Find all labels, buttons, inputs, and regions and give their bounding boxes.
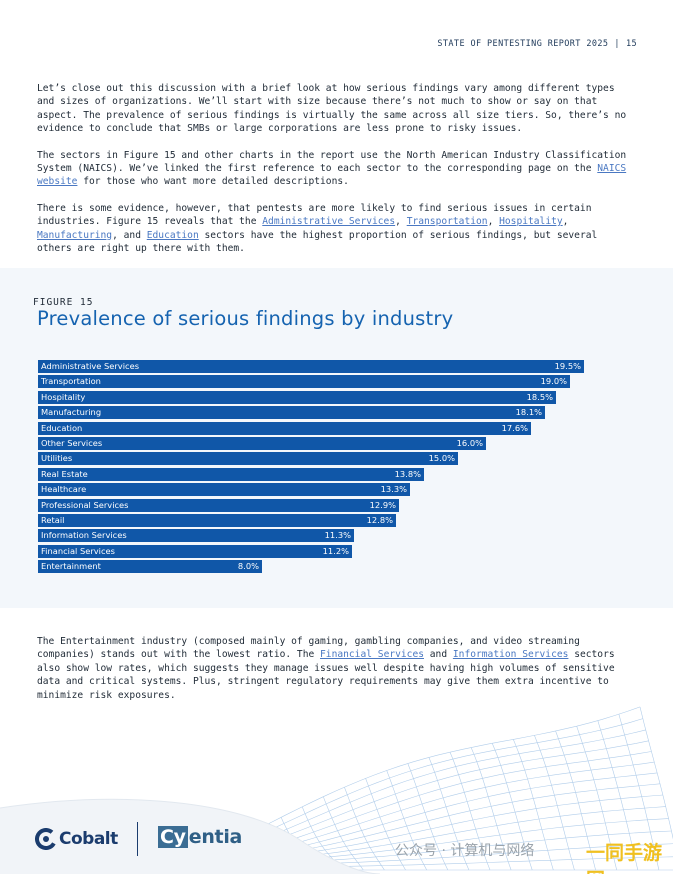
- separator: ,: [562, 216, 569, 228]
- bar-row: Healthcare 13.3%: [38, 483, 410, 497]
- paragraph-2-text: The sectors in Figure 15 and other chart…: [37, 149, 627, 175]
- bar-category-label: Retail: [41, 515, 65, 525]
- bar-category-label: Administrative Services: [41, 361, 140, 371]
- running-header: STATE OF PENTESTING REPORT 2025 | 15: [437, 39, 637, 49]
- watermark-site: 一同手游网: [586, 842, 663, 874]
- industry-bar-chart: Administrative Services 19.5% Transportati…: [38, 360, 598, 576]
- bar-category-label: Real Estate: [41, 468, 88, 479]
- bar: [38, 375, 570, 389]
- bar-row: Administrative Services 19.5%: [38, 360, 584, 373]
- bar: [38, 544, 352, 558]
- manufacturing-link[interactable]: Manufacturing: [37, 229, 113, 241]
- bar: [38, 560, 262, 574]
- figure-label: FIGURE 15: [33, 297, 94, 308]
- separator: ,: [487, 216, 500, 228]
- bar-row: Utilities 15.0%: [38, 452, 458, 466]
- bar-row: Information Services 11.3%: [38, 529, 354, 543]
- bar: [38, 421, 531, 435]
- bar: [38, 483, 410, 497]
- administrative-services-link[interactable]: Administrative Services: [262, 216, 396, 228]
- bar-row: Hospitality 18.5%: [38, 390, 556, 404]
- paragraph-3-text: There is some evidence, however, that pe…: [37, 202, 592, 228]
- bar-row: Education 17.6%: [38, 421, 531, 435]
- naics-website-link[interactable]: NAICS website: [37, 163, 627, 188]
- bar-row: Professional Services 12.9%: [38, 498, 399, 512]
- bar-value-label: 19.5%: [554, 361, 581, 371]
- bar-value-label: 12.9%: [369, 499, 396, 510]
- paragraph-2-text-end: for those who want more detailed descrip…: [77, 176, 349, 188]
- figure-title: Prevalence of serious findings by indust…: [37, 307, 454, 330]
- bar-category-label: Entertainment: [41, 561, 101, 572]
- bar-category-label: Information Services: [41, 530, 127, 541]
- education-link[interactable]: Education: [146, 229, 199, 241]
- bar-row: Other Services 16.0%: [38, 437, 486, 450]
- bar-row: Retail 12.8%: [38, 514, 396, 527]
- bar-row: Real Estate 13.8%: [38, 467, 424, 481]
- bar-category-label: Education: [41, 422, 83, 433]
- bar-value-label: 11.2%: [322, 545, 349, 556]
- bar: [38, 514, 396, 527]
- bar-row: Manufacturing 18.1%: [38, 406, 545, 420]
- bar: [38, 452, 458, 466]
- bar: [38, 467, 424, 481]
- information-services-link[interactable]: Information Services: [452, 649, 569, 661]
- bar-value-label: 8.0%: [237, 561, 259, 572]
- bar: [38, 390, 556, 404]
- bar-category-label: Professional Services: [41, 499, 129, 510]
- paragraph-4-text: The Entertainment industry (composed mai…: [37, 636, 580, 661]
- transportation-link[interactable]: Transportation: [406, 216, 488, 228]
- bar-value-label: 16.0%: [456, 438, 483, 448]
- paragraph-2: The sectors in Figure 15 and other chart…: [37, 149, 629, 189]
- bar-value-label: 19.0%: [540, 376, 567, 387]
- bar-value-label: 18.1%: [515, 407, 542, 418]
- bar-category-label: Healthcare: [41, 484, 87, 495]
- header-separator: |: [614, 39, 620, 49]
- report-title: STATE OF PENTESTING REPORT 2025: [437, 39, 609, 49]
- cyentia-logo: Cy entia: [158, 826, 242, 848]
- hospitality-link[interactable]: Hospitality: [499, 216, 563, 228]
- bar: [38, 437, 486, 450]
- paragraph-3-text-end: sectors have the highest proportion of s…: [37, 229, 598, 255]
- paragraph-4-text-mid: and: [424, 649, 453, 661]
- bar-category-label: Transportation: [41, 376, 101, 387]
- bar-value-label: 17.6%: [501, 422, 528, 433]
- page-number: 15: [625, 39, 637, 49]
- cyentia-logo-text: entia: [188, 826, 243, 848]
- bar-value-label: 18.5%: [526, 391, 553, 402]
- cobalt-logo: Cobalt: [35, 828, 118, 850]
- bar-category-label: Other Services: [41, 438, 103, 448]
- bar-row: Transportation 19.0%: [38, 375, 570, 389]
- bar-category-label: Hospitality: [41, 391, 86, 402]
- separator: , and: [112, 229, 147, 241]
- paragraph-1: Let’s close out this discussion with a b…: [37, 83, 627, 135]
- bar-row: Financial Services 11.2%: [38, 544, 352, 558]
- intro-text: Let’s close out this discussion with a b…: [37, 82, 629, 268]
- bar-category-label: Manufacturing: [41, 407, 102, 418]
- paragraph-3: There is some evidence, however, that pe…: [37, 202, 629, 256]
- cobalt-logo-text: Cobalt: [59, 829, 118, 849]
- bar: [38, 360, 584, 373]
- bar-value-label: 12.8%: [366, 515, 393, 525]
- bar-value-label: 13.8%: [394, 468, 421, 479]
- closing-text: The Entertainment industry (composed mai…: [37, 635, 629, 715]
- bar-value-label: 11.3%: [324, 530, 351, 541]
- bar: [38, 529, 354, 543]
- bar-category-label: Utilities: [41, 453, 73, 464]
- cyentia-logo-mark: Cy: [158, 826, 188, 848]
- logo-divider: [137, 822, 138, 856]
- watermark: 公众号 · 计算机与网络: [395, 843, 535, 859]
- financial-services-link[interactable]: Financial Services: [320, 649, 424, 661]
- bar-category-label: Financial Services: [41, 545, 115, 556]
- bar: [38, 406, 545, 420]
- paragraph-4: The Entertainment industry (composed mai…: [37, 635, 629, 702]
- separator: ,: [395, 216, 407, 228]
- bar-value-label: 15.0%: [428, 453, 455, 464]
- bar-value-label: 13.3%: [380, 484, 407, 495]
- paragraph-4-text-end: sectors also show low rates, which sugge…: [37, 649, 615, 701]
- bar-row: Entertainment 8.0%: [38, 560, 262, 574]
- bar: [38, 498, 399, 512]
- cobalt-logo-icon: [35, 828, 57, 850]
